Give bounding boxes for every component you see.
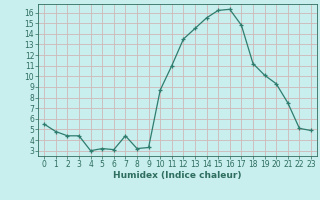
X-axis label: Humidex (Indice chaleur): Humidex (Indice chaleur) — [113, 171, 242, 180]
